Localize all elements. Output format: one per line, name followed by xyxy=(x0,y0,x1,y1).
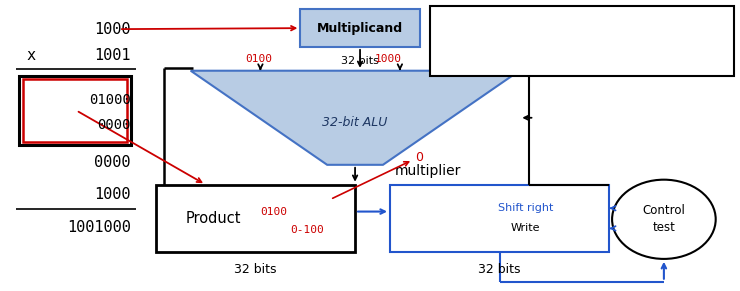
Ellipse shape xyxy=(612,180,716,259)
Text: 32-bit ALU: 32-bit ALU xyxy=(323,116,388,129)
Text: 0100: 0100 xyxy=(246,54,272,64)
Text: 0-100: 0-100 xyxy=(290,225,324,235)
Text: Write: Write xyxy=(511,223,540,233)
Bar xyxy=(390,184,609,252)
Text: Shift right: Shift right xyxy=(498,203,554,213)
Text: “right”: “right” xyxy=(571,22,620,35)
Text: product: product xyxy=(513,22,571,35)
Text: x: x xyxy=(27,48,36,63)
Text: Shift the: Shift the xyxy=(442,22,502,35)
Bar xyxy=(156,184,355,252)
Text: 0: 0 xyxy=(415,151,423,164)
Text: 0000: 0000 xyxy=(95,155,131,170)
Text: 1000: 1000 xyxy=(95,22,131,37)
Text: Shift the: Shift the xyxy=(442,47,502,61)
Bar xyxy=(430,6,733,76)
Bar xyxy=(300,9,420,47)
Text: Control
test: Control test xyxy=(642,204,685,234)
Text: 1001: 1001 xyxy=(95,48,131,63)
Text: 32 bits: 32 bits xyxy=(478,263,521,276)
Text: 32 bits: 32 bits xyxy=(341,56,379,66)
Text: Multiplicand: Multiplicand xyxy=(317,22,403,35)
Text: 1000: 1000 xyxy=(375,54,402,64)
Text: 01000: 01000 xyxy=(89,93,131,107)
Bar xyxy=(23,79,127,142)
Text: 0100: 0100 xyxy=(260,207,287,217)
Polygon shape xyxy=(191,71,519,165)
Text: multiplier: multiplier xyxy=(513,47,585,61)
Text: 32 bits: 32 bits xyxy=(234,263,277,276)
Text: “right”.: “right”. xyxy=(581,47,634,61)
Text: 1000: 1000 xyxy=(95,187,131,202)
Text: multiplier: multiplier xyxy=(395,164,461,178)
Text: 1001000: 1001000 xyxy=(67,220,131,235)
Bar xyxy=(19,76,131,145)
Text: 0000: 0000 xyxy=(98,118,131,132)
Text: Product: Product xyxy=(186,211,241,226)
